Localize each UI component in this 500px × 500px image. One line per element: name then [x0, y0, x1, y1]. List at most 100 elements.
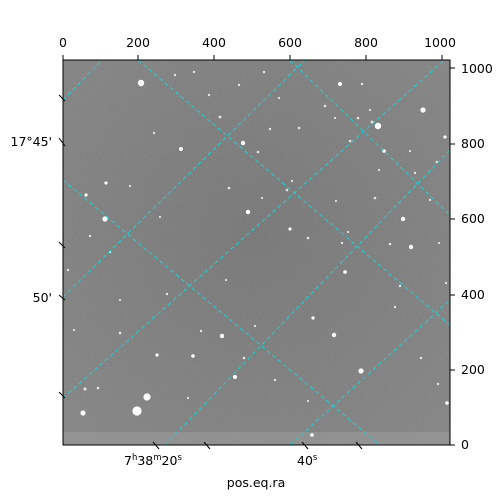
grid-line: [289, 299, 450, 445]
left-dec-axis: 17°45' 50': [11, 94, 66, 399]
star: [400, 216, 406, 222]
star: [268, 127, 272, 131]
star: [413, 171, 417, 175]
star: [233, 375, 237, 379]
dec-tick-45: 17°45': [11, 134, 53, 149]
star: [444, 281, 448, 285]
dec-tick-50: 50': [33, 290, 52, 305]
star: [368, 108, 372, 112]
top-x-tick-1000: 1000: [424, 35, 456, 50]
star: [102, 216, 108, 222]
star: [143, 393, 151, 401]
star: [310, 433, 314, 437]
stars: [66, 70, 449, 437]
star: [152, 131, 156, 135]
right-y-tick-0: 0: [461, 437, 469, 452]
star: [155, 353, 159, 357]
grid-line: [63, 60, 68, 61]
star: [277, 96, 281, 100]
star: [242, 356, 246, 360]
right-y-tick-600: 600: [461, 211, 485, 226]
star: [224, 278, 228, 282]
star: [419, 356, 423, 360]
star: [285, 188, 289, 192]
star: [219, 333, 225, 339]
star: [66, 268, 70, 272]
star: [443, 135, 447, 139]
star: [118, 298, 122, 302]
star: [191, 354, 195, 358]
star: [331, 332, 337, 338]
top-x-tick-400: 400: [202, 35, 226, 50]
star: [288, 227, 292, 231]
ra-tick-7h38m20s: 7h38m20s: [124, 453, 182, 468]
star: [128, 184, 132, 188]
star: [408, 149, 412, 153]
star: [260, 196, 264, 200]
star: [338, 82, 342, 86]
star: [306, 236, 310, 240]
grid-line: [137, 60, 450, 326]
star: [80, 410, 86, 416]
star: [373, 196, 377, 200]
star: [343, 270, 347, 274]
star: [253, 324, 257, 328]
right-y-axis: 0 200 400 600 800 1000: [450, 61, 493, 452]
star: [218, 115, 222, 119]
star: [227, 186, 231, 190]
sky-image: [63, 60, 450, 445]
star: [333, 116, 337, 120]
star: [83, 387, 87, 391]
star: [420, 107, 426, 113]
star: [360, 82, 364, 86]
star: [388, 242, 392, 246]
star: [311, 316, 315, 320]
star: [356, 116, 360, 120]
star: [346, 230, 350, 234]
top-x-tick-200: 200: [126, 35, 150, 50]
star: [408, 244, 414, 250]
star: [370, 120, 374, 124]
svg-text:40s: 40s: [297, 453, 318, 468]
star: [374, 122, 382, 130]
top-x-tick-0: 0: [59, 35, 67, 50]
star: [104, 181, 108, 185]
grid-line: [289, 60, 450, 216]
star: [297, 126, 301, 130]
star: [186, 396, 190, 400]
star: [306, 399, 310, 403]
grid-line: [164, 149, 450, 445]
ra-tick-40s: 40s: [297, 453, 318, 468]
star: [348, 139, 352, 143]
star: [377, 168, 381, 172]
star: [358, 368, 364, 374]
star: [334, 199, 338, 203]
star: [199, 329, 203, 333]
top-x-tick-800: 800: [354, 35, 378, 50]
right-y-tick-800: 800: [461, 136, 485, 151]
svg-text:7h38m20s: 7h38m20s: [124, 453, 182, 468]
star: [165, 292, 169, 296]
star: [445, 401, 449, 405]
star: [137, 79, 145, 87]
star: [173, 73, 177, 77]
star: [84, 193, 88, 197]
star: [262, 70, 266, 74]
star: [290, 179, 294, 183]
star: [245, 209, 251, 215]
star: [393, 305, 397, 309]
star: [158, 215, 162, 219]
star: [398, 284, 402, 288]
star: [72, 328, 76, 332]
star: [132, 406, 142, 416]
star: [437, 241, 441, 245]
star: [192, 70, 196, 74]
grid-line: [63, 60, 103, 101]
x-axis-title: pos.eq.ra: [227, 475, 285, 490]
star: [340, 241, 344, 245]
star: [436, 382, 440, 386]
star: [179, 147, 183, 151]
star: [256, 150, 260, 154]
top-x-tick-600: 600: [278, 35, 302, 50]
